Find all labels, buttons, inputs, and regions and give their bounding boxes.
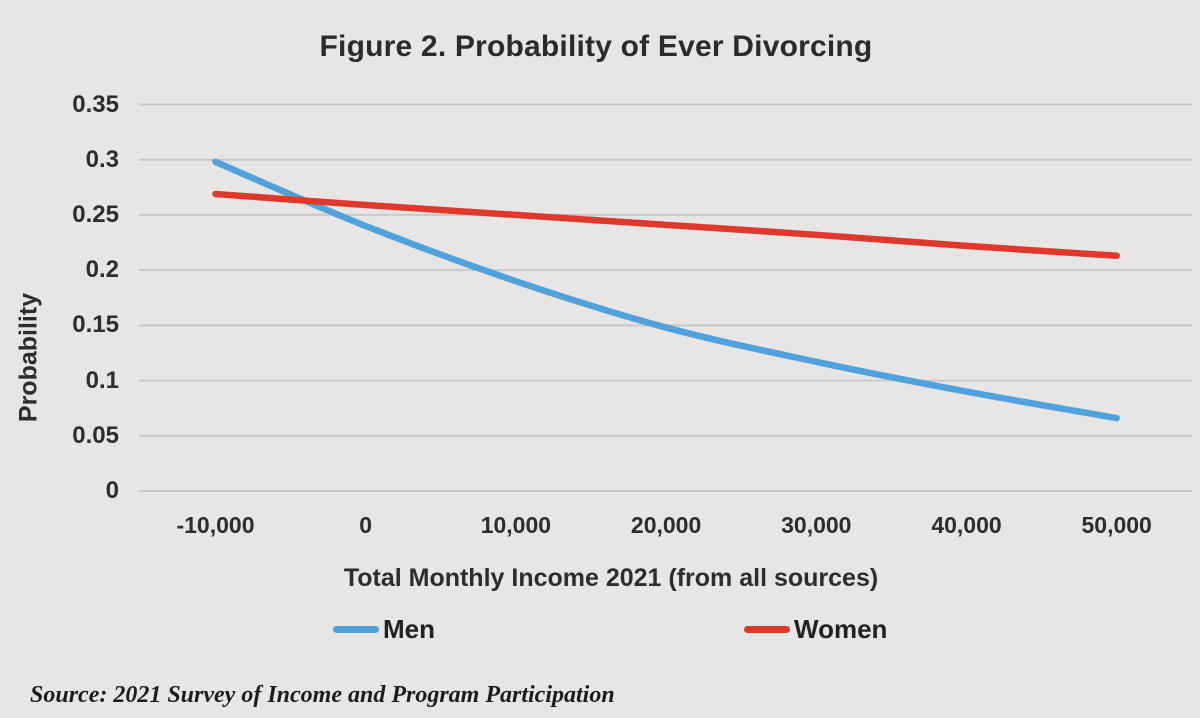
y-tick-label: 0.2 xyxy=(85,256,119,284)
y-tick-label: 0.35 xyxy=(72,90,119,118)
y-tick-label: 0.25 xyxy=(72,200,119,228)
source-note: Source: 2021 Survey of Income and Progra… xyxy=(30,682,615,708)
y-tick-label: 0.05 xyxy=(72,421,119,449)
y-tick-label: 0.1 xyxy=(85,366,119,394)
x-tick-label: 0 xyxy=(359,512,373,538)
women-line xyxy=(212,190,1120,260)
chart-title: Figure 2. Probability of Ever Divorcing xyxy=(319,30,873,63)
men-line xyxy=(212,158,1120,422)
y-tick-label: 0.15 xyxy=(72,311,119,339)
x-tick-label: 30,000 xyxy=(781,512,852,538)
x-tick-label: -10,000 xyxy=(176,512,255,538)
women-line-swatch xyxy=(744,625,790,633)
legend-label-men: Men xyxy=(383,613,435,644)
y-tick-label: 0.3 xyxy=(85,145,119,173)
x-axis-title: Total Monthly Income 2021 (from all sour… xyxy=(343,564,879,592)
legend-item-men: Men xyxy=(333,612,435,646)
legend-item-women: Women xyxy=(744,612,887,646)
x-tick-label: 20,000 xyxy=(630,512,702,538)
x-tick-label: 40,000 xyxy=(931,512,1002,538)
legend-label-women: Women xyxy=(794,613,888,644)
legend: Men Women xyxy=(0,612,1200,646)
y-tick-label: 0 xyxy=(105,477,119,504)
men-line-swatch xyxy=(333,625,379,633)
x-tick-label: 10,000 xyxy=(480,512,552,538)
x-tick-label: 50,000 xyxy=(1081,512,1152,538)
